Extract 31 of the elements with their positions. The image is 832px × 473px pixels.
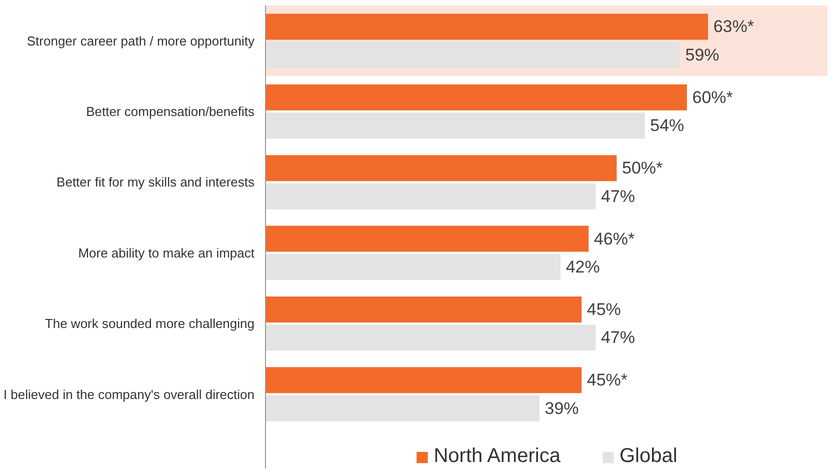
bar xyxy=(266,296,582,322)
data-label: 42% xyxy=(566,258,600,277)
data-label: 63%* xyxy=(713,17,754,36)
y-tick-label: Stronger career path / more opportunity xyxy=(26,33,255,48)
bar xyxy=(266,155,617,182)
y-tick-label: More ability to make an impact xyxy=(78,245,255,260)
data-label: 54% xyxy=(650,116,684,136)
data-label: 39% xyxy=(544,398,579,418)
bar xyxy=(266,42,680,68)
data-label: 47% xyxy=(600,328,635,348)
y-tick-label: Better compensation/benefits xyxy=(86,104,255,120)
y-tick-label: Better fit for my skills and interests xyxy=(56,174,255,190)
bar xyxy=(266,324,596,351)
y-tick-label: The work sounded more challenging xyxy=(44,316,255,332)
data-label: 46%* xyxy=(594,229,635,248)
data-label: 60%* xyxy=(692,88,734,107)
data-label: 59% xyxy=(685,45,720,64)
y-tick-label: I believed in the company's overall direction xyxy=(3,386,254,402)
bar xyxy=(266,254,561,280)
data-label: 45% xyxy=(586,300,621,319)
bar xyxy=(266,84,687,110)
bar xyxy=(266,226,589,252)
data-label: 45%* xyxy=(586,370,628,390)
bar xyxy=(266,183,596,210)
data-label: 47% xyxy=(600,186,635,206)
legend-label: North America xyxy=(434,445,560,468)
bar xyxy=(266,367,582,394)
bar xyxy=(266,395,540,422)
data-label: 50%* xyxy=(622,158,664,178)
bar xyxy=(266,112,645,139)
legend-label: Global xyxy=(619,445,678,468)
